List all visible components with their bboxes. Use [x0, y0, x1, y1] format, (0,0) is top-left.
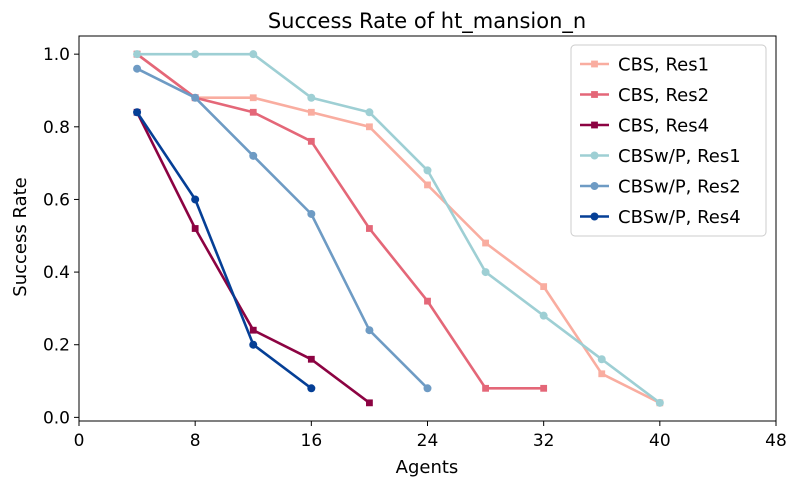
y-tick-label: 1.0 [43, 45, 70, 65]
data-point [591, 60, 598, 68]
data-point [307, 93, 316, 102]
data-point [365, 326, 374, 335]
data-point [191, 225, 199, 232]
legend-item: CBS, Res1 [580, 55, 709, 76]
legend-label: CBS, Res4 [618, 116, 709, 137]
x-tick-label: 32 [533, 431, 555, 451]
data-point [249, 50, 258, 59]
data-point [540, 384, 548, 392]
x-axis-ticks: 0 8 16 24 32 40 48 [74, 421, 787, 451]
data-point [307, 108, 315, 116]
data-point [423, 166, 432, 175]
data-point [249, 326, 257, 334]
data-point [249, 151, 258, 160]
y-axis-ticks: 0.0 0.2 0.4 0.6 0.8 1.0 [43, 45, 79, 428]
x-tick-label: 16 [301, 431, 323, 451]
series-4 [133, 64, 432, 393]
data-point [423, 384, 432, 393]
series-line [136, 111, 313, 390]
data-point [307, 384, 316, 393]
legend-box [570, 44, 767, 237]
legend-item: CBSw/P, Res2 [580, 177, 741, 198]
legend-label: CBS, Res2 [618, 85, 709, 106]
data-point [598, 370, 606, 378]
data-point [307, 355, 315, 363]
legend-item: CBSw/P, Res4 [580, 207, 741, 228]
series-3 [133, 50, 664, 407]
legend-item: CBSw/P, Res1 [580, 146, 741, 167]
legend-label: CBS, Res1 [618, 55, 709, 76]
legend-item: CBS, Res2 [580, 85, 709, 106]
data-point [249, 340, 258, 349]
legend: CBS, Res1 CBS, Res2 CBS, Res4 CBSw/P, Res1 C… [570, 44, 767, 237]
data-point [590, 182, 599, 190]
data-point [590, 212, 599, 221]
data-point [366, 123, 373, 131]
data-point [539, 311, 548, 320]
x-tick-label: 40 [649, 431, 671, 451]
data-point [133, 108, 142, 117]
data-point [191, 50, 200, 59]
x-tick-label: 48 [765, 431, 787, 451]
x-tick-label: 0 [74, 431, 85, 451]
y-tick-label: 0.2 [43, 336, 70, 356]
x-tick-label: 8 [190, 431, 201, 451]
data-point [424, 181, 431, 189]
series-line [136, 67, 429, 390]
data-point [424, 297, 431, 305]
data-point [365, 108, 374, 117]
data-point [307, 137, 315, 145]
x-axis-label: Agents [396, 457, 459, 478]
data-point [249, 108, 257, 116]
data-point [366, 225, 373, 232]
series-line [137, 52, 661, 404]
data-point [597, 355, 606, 364]
data-point [590, 151, 599, 160]
data-point [191, 93, 200, 102]
legend-item: CBS, Res4 [580, 116, 709, 137]
y-tick-label: 0.0 [43, 408, 70, 428]
y-tick-label: 0.4 [43, 263, 70, 283]
legend-label: CBSw/P, Res4 [618, 207, 741, 228]
data-point [133, 64, 142, 73]
data-point [591, 121, 598, 129]
legend-label: CBSw/P, Res2 [618, 177, 741, 198]
y-tick-label: 0.8 [43, 118, 70, 138]
data-point [482, 384, 489, 392]
series-line [136, 53, 661, 404]
chart-title: Success Rate of ht_mansion_n [268, 9, 586, 34]
data-point [482, 239, 489, 247]
data-point [307, 209, 316, 218]
y-axis-label: Success Rate [10, 177, 31, 296]
legend-label: CBSw/P, Res1 [618, 146, 741, 167]
data-point [366, 399, 373, 407]
data-point [655, 398, 664, 407]
series-layer [133, 50, 664, 407]
series-line [136, 53, 544, 390]
data-point [591, 91, 598, 98]
data-point [133, 50, 142, 59]
data-point [249, 94, 257, 102]
data-point [191, 195, 200, 204]
data-point [540, 283, 548, 291]
x-tick-label: 24 [417, 431, 439, 451]
data-point [481, 268, 490, 277]
series-1 [133, 50, 548, 392]
series-5 [133, 108, 316, 393]
y-tick-label: 0.6 [43, 190, 70, 210]
